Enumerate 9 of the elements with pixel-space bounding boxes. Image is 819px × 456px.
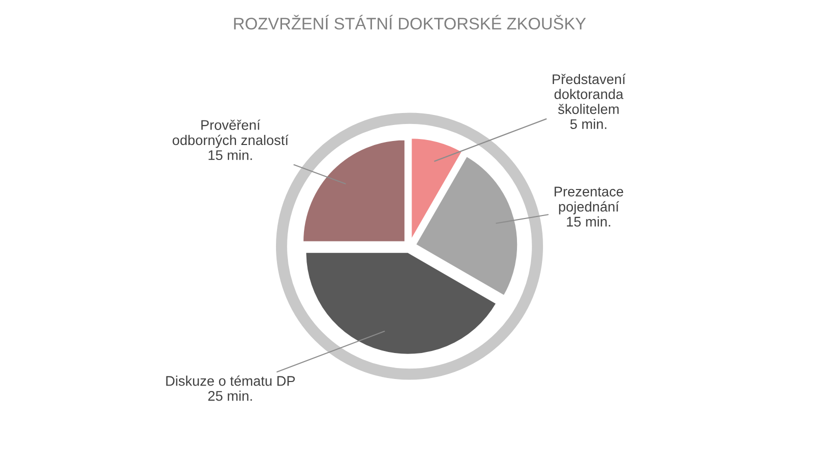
chart-title: ROZVRŽENÍ STÁTNÍ DOKTORSKÉ ZKOUŠKY xyxy=(234,14,586,30)
slice-label: Prezentace pojednání xyxy=(554,186,624,214)
slice-label: Diskuze o tématu DP xyxy=(166,376,295,386)
slice-label: Představení doktoranda školitelem xyxy=(552,74,626,114)
data-label: 15 min. xyxy=(208,150,252,160)
slice-label: Prověření odborných znalostí xyxy=(172,120,289,148)
data-label: 15 min. xyxy=(566,216,610,227)
data-label: 5 min. xyxy=(570,118,606,130)
data-label: 25 min. xyxy=(208,390,252,401)
